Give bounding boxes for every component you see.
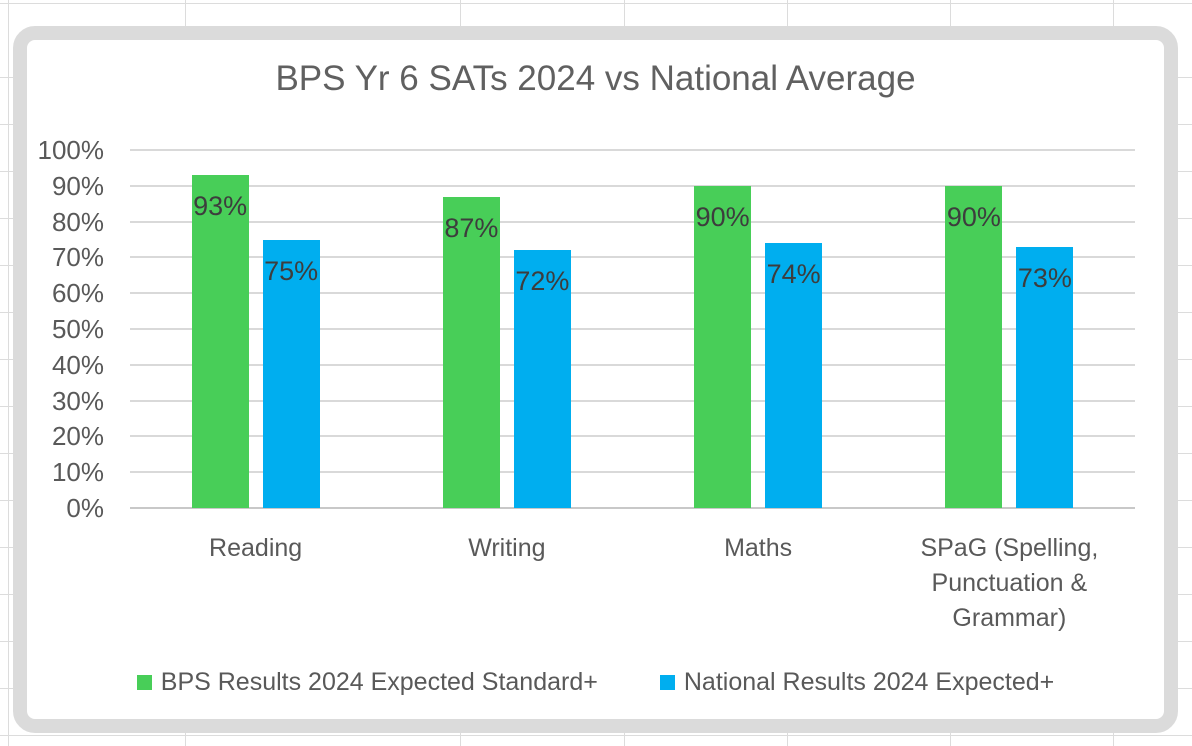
y-tick-label: 70% bbox=[51, 242, 104, 273]
category-label: Reading bbox=[209, 534, 303, 562]
y-tick-label: 90% bbox=[51, 170, 104, 201]
y-tick-label: 80% bbox=[51, 206, 104, 237]
legend-item-bps[interactable]: BPS Results 2024 Expected Standard+ bbox=[136, 667, 598, 697]
y-tick-label: 50% bbox=[51, 314, 104, 344]
legend: BPS Results 2024 Expected Standard+ Natio… bbox=[13, 661, 1178, 703]
legend-item-national[interactable]: National Results 2024 Expected+ bbox=[659, 667, 1055, 697]
y-tick-label: 60% bbox=[51, 278, 104, 309]
legend-swatch-icon bbox=[659, 674, 675, 690]
category-label: SPaG (Spelling, Punctuation & Grammar) bbox=[920, 534, 1099, 632]
y-tick-label: 100% bbox=[37, 135, 105, 165]
category-label: Writing bbox=[468, 534, 546, 562]
y-tick-label: 40% bbox=[51, 349, 104, 380]
legend-swatch-icon bbox=[136, 674, 152, 690]
y-tick-label: 20% bbox=[51, 421, 104, 452]
sheet-row-gridline bbox=[0, 3, 1192, 4]
category-label: Maths bbox=[724, 534, 793, 562]
chart-title[interactable]: BPS Yr 6 SATs 2024 vs National Average bbox=[275, 59, 916, 98]
y-tick-label: 0% bbox=[66, 493, 104, 523]
sheet-row-gridline bbox=[0, 735, 1192, 736]
sheet-column-gridline bbox=[8, 0, 9, 746]
y-tick-label: 30% bbox=[51, 385, 104, 416]
y-tick-label: 10% bbox=[51, 457, 104, 488]
legend-label: BPS Results 2024 Expected Standard+ bbox=[160, 667, 598, 696]
legend-label: National Results 2024 Expected+ bbox=[683, 667, 1055, 696]
